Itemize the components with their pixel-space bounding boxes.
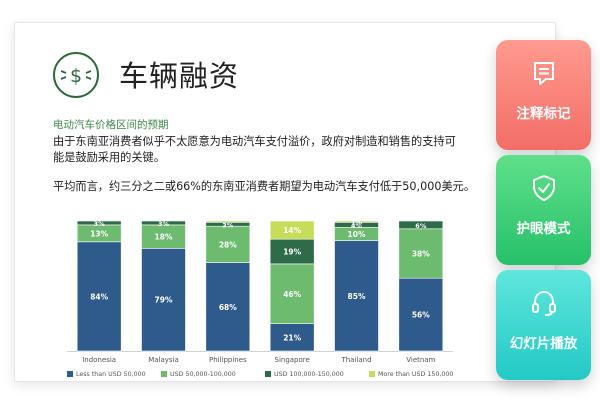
bar-segment — [205, 220, 251, 223]
data-label: 56% — [412, 311, 430, 320]
data-label: 10% — [348, 230, 366, 239]
annotate-label: 注释标记 — [516, 106, 571, 122]
bar-segment — [398, 220, 444, 230]
section-subtitle: 电动汽车价格区间的预期 — [53, 119, 169, 131]
annotate-button[interactable]: 注释标记 — [496, 40, 591, 150]
data-label: 1% — [351, 219, 363, 227]
note-icon — [534, 62, 554, 85]
data-label: 18% — [155, 233, 173, 242]
stacked-bar-chart: 84%13%3%Indonesia79%18%3%Malaysia68%28%3… — [67, 219, 453, 378]
data-label: 85% — [348, 292, 366, 301]
x-tick-label: Thailand — [340, 356, 371, 364]
legend-label: More than USD 150,000 — [378, 371, 453, 378]
bar-segment — [205, 225, 251, 263]
x-tick-label: Philippines — [209, 356, 247, 364]
data-label: 84% — [90, 292, 108, 301]
data-label: 38% — [412, 250, 430, 259]
legend-label: USD 50,000-100,000 — [170, 371, 236, 378]
headset-icon — [532, 290, 556, 316]
legend-swatch — [67, 371, 73, 377]
data-label: 14% — [283, 226, 301, 235]
dollar-circle-icon: $ — [53, 52, 99, 98]
data-label: 13% — [90, 229, 108, 238]
x-tick-label: Vietnam — [406, 356, 435, 364]
svg-text:$: $ — [70, 65, 82, 87]
body-paragraph: 由于东南亚消费者似乎不太愿意为电动汽车支付溢价，政府对制造和销售的支持可能是鼓励… — [53, 135, 456, 164]
bar-segment — [76, 220, 122, 226]
legend-swatch — [369, 371, 375, 377]
slideshow-button[interactable]: 幻灯片播放 — [496, 270, 591, 380]
data-label: 4% — [351, 222, 363, 230]
data-label: 21% — [283, 333, 301, 342]
eye-care-label: 护眼模式 — [516, 221, 571, 237]
data-label: 6% — [415, 222, 427, 230]
x-tick-label: Indonesia — [82, 356, 116, 364]
shield-check-icon — [533, 175, 555, 201]
bar-segment — [141, 220, 186, 226]
page-title: 车辆融资 — [119, 59, 240, 93]
data-label: 19% — [283, 248, 301, 257]
bar-segment — [334, 240, 379, 352]
data-label: 46% — [283, 290, 301, 299]
data-label: 79% — [155, 296, 173, 305]
data-label: 3% — [222, 221, 234, 229]
data-label: 3% — [158, 220, 170, 228]
bar-segment — [398, 228, 444, 279]
eye-care-button[interactable]: 护眼模式 — [496, 155, 591, 265]
slide-card: $ 车辆融资 电动汽车价格区间的预期 由于东南亚消费者似乎不太愿意为电动汽车支付… — [14, 22, 556, 382]
legend-swatch — [265, 371, 271, 377]
slideshow-label: 幻灯片播放 — [509, 336, 578, 352]
bar-segment — [334, 220, 379, 223]
x-tick-label: Singapore — [275, 356, 310, 364]
data-label: 28% — [219, 240, 237, 249]
legend-swatch — [161, 371, 167, 377]
legend-label: USD 100,000-150,000 — [274, 371, 344, 378]
bar-segment — [76, 241, 122, 352]
data-label: 68% — [219, 303, 237, 312]
bar-segment — [269, 220, 315, 240]
x-tick-label: Malaysia — [148, 356, 179, 364]
data-label: 3% — [94, 220, 106, 228]
legend-label: Less than USD 50,000 — [76, 371, 146, 378]
bar-segment — [398, 277, 444, 352]
bar-segment — [269, 238, 315, 265]
summary-paragraph: 平均而言，约三分之二或66%的东南亚消费者期望为电动汽车支付低于50,000美元… — [53, 180, 476, 193]
